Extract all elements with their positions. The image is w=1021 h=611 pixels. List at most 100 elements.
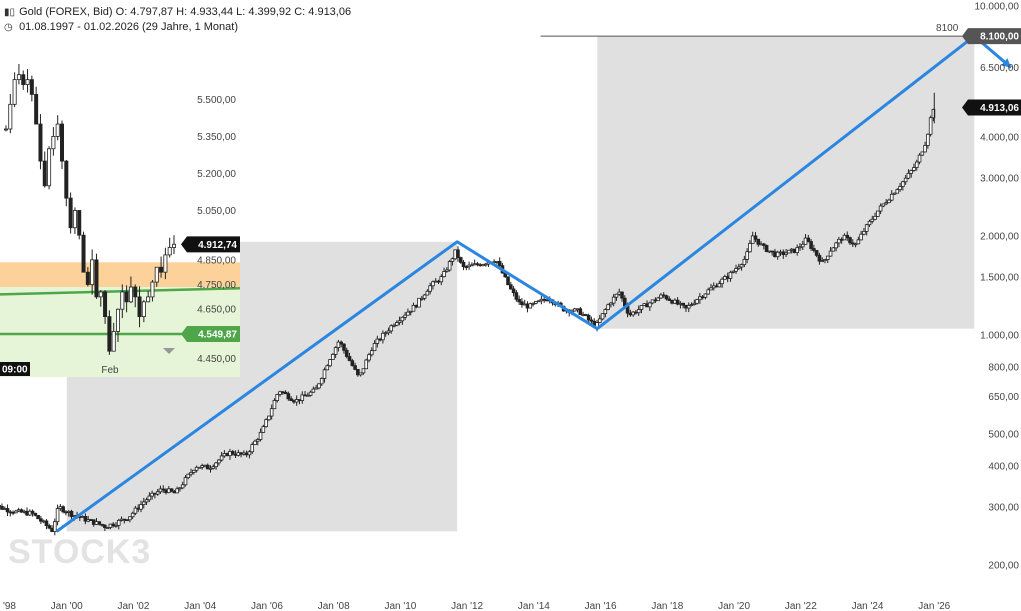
candle-body <box>239 452 243 455</box>
inset-candle-body <box>16 74 21 81</box>
candle <box>25 507 29 517</box>
candle-body <box>411 304 416 312</box>
candle <box>589 316 594 325</box>
candle <box>775 250 780 260</box>
candle <box>214 461 218 470</box>
x-tick-label: Jan '04 <box>184 601 216 611</box>
candle-body <box>889 193 894 201</box>
candle-body <box>856 239 861 245</box>
candle <box>531 302 535 307</box>
candle <box>584 313 588 317</box>
candle-body <box>581 314 585 316</box>
clock-icon: ◷ <box>4 22 13 33</box>
candle-body <box>445 269 449 272</box>
price-tag-shape <box>962 99 1021 116</box>
candle-body <box>372 343 377 352</box>
candle <box>36 514 40 520</box>
candle-body <box>926 133 930 146</box>
candle-body <box>525 303 530 309</box>
candle-body <box>394 322 399 326</box>
candle-body <box>250 444 255 453</box>
candle <box>876 210 880 218</box>
candle <box>403 312 407 321</box>
candle <box>497 257 502 268</box>
candle-body <box>322 369 327 379</box>
candle <box>219 451 224 462</box>
candle <box>169 488 174 493</box>
candle-body <box>597 318 602 323</box>
candle-body <box>86 519 90 522</box>
candle-body <box>317 383 321 389</box>
candle-body <box>928 117 933 135</box>
candle <box>105 526 110 529</box>
candle <box>667 296 672 302</box>
candle-body <box>192 469 196 473</box>
candle-body <box>648 302 652 308</box>
trend-projection-line <box>55 34 1012 533</box>
candle <box>920 151 925 156</box>
x-tick-label: Jan '08 <box>318 601 350 611</box>
candle-body <box>175 488 179 494</box>
candle <box>478 263 483 267</box>
candle-body <box>522 303 527 306</box>
candle <box>648 301 652 312</box>
candle-body <box>283 391 288 395</box>
candle-body <box>825 255 830 260</box>
candle-body <box>97 521 102 525</box>
inset-candle-body <box>47 148 52 187</box>
candle-body <box>923 145 927 153</box>
candle <box>369 347 374 357</box>
candle-body <box>267 415 271 421</box>
inset-price-tag-label: 4.549,87 <box>198 329 237 340</box>
candle-body <box>812 248 816 251</box>
candle-body <box>845 234 850 239</box>
candle <box>698 292 702 304</box>
candle-body <box>467 264 471 268</box>
candle <box>255 437 260 446</box>
candle <box>597 314 602 324</box>
candle <box>39 515 43 525</box>
candle <box>319 377 324 386</box>
candle-body <box>837 238 841 244</box>
candle <box>506 276 510 286</box>
candle-body <box>759 243 763 246</box>
candle <box>41 519 46 524</box>
candle-body <box>100 523 104 526</box>
inset-candle <box>47 146 52 190</box>
candle <box>734 264 738 274</box>
candle-body <box>258 431 263 440</box>
candle <box>514 289 519 302</box>
candle <box>903 174 908 185</box>
candle-body <box>603 309 608 315</box>
candle <box>358 372 363 377</box>
candle <box>22 509 27 514</box>
candle <box>189 468 193 477</box>
inset-candle-body <box>163 254 168 273</box>
candle-body <box>94 521 99 525</box>
candle <box>800 240 805 251</box>
candle-body <box>55 508 60 523</box>
candle-body <box>286 393 291 400</box>
candle-body <box>233 453 238 456</box>
candle <box>522 299 527 306</box>
inset-candle <box>111 322 116 352</box>
candle-body <box>420 297 424 300</box>
candle-body <box>128 516 132 521</box>
candle-body <box>870 218 875 222</box>
inset-y-tick-label: 5.200,00 <box>197 169 236 180</box>
candle <box>831 246 836 252</box>
candle-body <box>400 316 405 322</box>
y-tick-label: 3.000,00 <box>980 174 1019 185</box>
candle-body <box>50 527 54 532</box>
x-tick-label: Jan '14 <box>518 601 550 611</box>
candle-body <box>684 304 688 309</box>
candle <box>397 316 402 326</box>
candle <box>447 260 452 272</box>
candle-body <box>728 271 733 279</box>
candle <box>225 452 229 457</box>
candle-body <box>319 378 324 385</box>
candle <box>709 283 713 291</box>
inset-candle-body <box>68 197 73 229</box>
candle <box>353 362 357 371</box>
